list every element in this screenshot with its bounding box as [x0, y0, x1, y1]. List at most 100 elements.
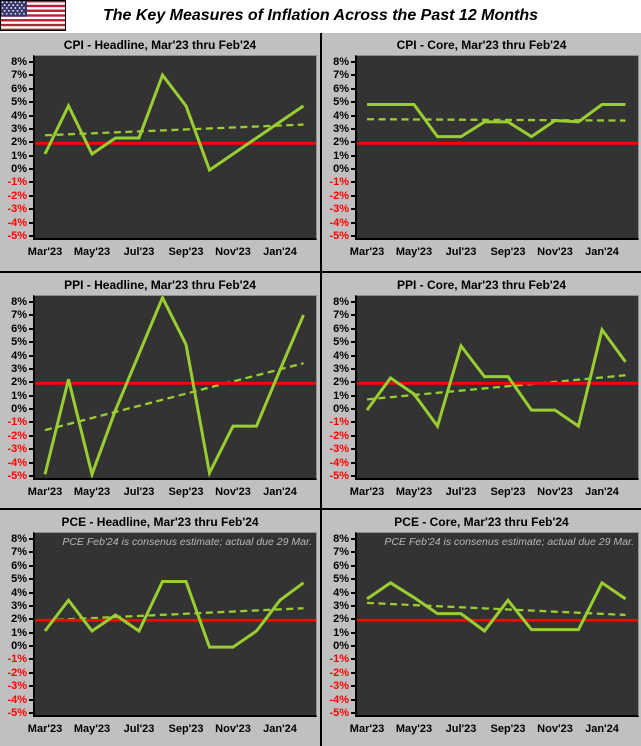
y-tick-label: 5% [333, 335, 355, 349]
chart-svg [35, 579, 316, 649]
x-tick-label: May'23 [395, 723, 433, 735]
series-line [43, 296, 305, 478]
x-tick-label: Jan'24 [585, 723, 619, 735]
y-tick-label: 7% [11, 68, 33, 82]
series-line [365, 326, 627, 430]
y-tick-label: 2% [333, 135, 355, 149]
chart-title: CPI - Core, Mar'23 thru Feb'24 [396, 38, 567, 52]
y-tick-label: 3% [11, 362, 33, 376]
y-tick-label: 3% [333, 122, 355, 136]
chart-panel-ppi-core: PPI - Core, Mar'23 thru Feb'24 8% 7% 6% 5% 4… [320, 271, 641, 508]
x-tick-label: May'23 [395, 246, 433, 258]
chart-panel-ppi-headline: PPI - Headline, Mar'23 thru Feb'24 8% 7% 6… [0, 271, 320, 508]
chart-body: 8% 7% 6% 5% 4% 3% 2% 1% 0% -1% -2% -3% -4% -5% PCE Fe… [322, 532, 641, 719]
trend-line [44, 607, 304, 622]
chart-body: 8% 7% 6% 5% 4% 3% 2% 1% 0% -1% -2% -3% -4% -5% [0, 295, 320, 482]
y-tick-label: -2% [7, 429, 33, 443]
y-tick-label: 1% [11, 626, 33, 640]
chart-svg [357, 326, 638, 430]
series-line [366, 580, 627, 634]
y-tick-label: 5% [11, 335, 33, 349]
y-axis: 8% 7% 6% 5% 4% 3% 2% 1% 0% -1% -2% -3% -4% -5% [322, 55, 355, 242]
x-tick-label: Nov'23 [215, 486, 251, 498]
y-tick-label: 5% [11, 95, 33, 109]
chart-body: 8% 7% 6% 5% 4% 3% 2% 1% 0% -1% -2% -3% -4% -5% PCE Fe… [0, 532, 320, 719]
y-tick-label: 3% [333, 362, 355, 376]
x-tick-label: Sep'23 [490, 723, 526, 735]
y-tick-label: -3% [329, 442, 355, 456]
page-header: The Key Measures of Inflation Across the… [0, 0, 641, 33]
y-tick-label: -5% [329, 229, 355, 243]
y-tick-label: 7% [11, 545, 33, 559]
y-tick-label: 5% [11, 572, 33, 586]
y-tick-label: 0% [11, 402, 33, 416]
y-tick-label: 6% [333, 322, 355, 336]
plot-area [33, 55, 317, 240]
x-axis: Mar'23 May'23 Jul'23 Sep'23 Nov'23 Jan'24 [350, 486, 638, 502]
x-tick-label: Mar'23 [349, 246, 385, 258]
trend-line [44, 362, 304, 432]
x-tick-label: Sep'23 [490, 246, 526, 258]
x-tick-label: May'23 [73, 486, 111, 498]
y-tick-label: 0% [11, 639, 33, 653]
y-tick-label: -4% [7, 216, 33, 230]
y-tick-label: -1% [329, 652, 355, 666]
us-flag-icon [0, 0, 66, 31]
y-tick-label: 8% [11, 55, 33, 69]
chart-body: 8% 7% 6% 5% 4% 3% 2% 1% 0% -1% -2% -3% -4% -5% [0, 55, 320, 243]
x-tick-label: Sep'23 [490, 486, 526, 498]
plot-area [355, 295, 639, 480]
x-tick-label: Nov'23 [537, 723, 573, 735]
chart-title: PCE - Headline, Mar'23 thru Feb'24 [61, 515, 259, 529]
y-tick-label: -4% [329, 216, 355, 230]
y-tick-label: -3% [329, 202, 355, 216]
x-tick-label: Nov'23 [537, 246, 573, 258]
x-tick-label: Nov'23 [215, 246, 251, 258]
y-tick-label: 8% [333, 55, 355, 69]
x-tick-label: Jul'23 [445, 723, 477, 735]
x-tick-label: Nov'23 [537, 486, 573, 498]
y-tick-label: 8% [11, 532, 33, 546]
plot-area: PCE Feb'24 is consenus estimate; actual … [355, 532, 639, 717]
y-tick-label: -4% [329, 456, 355, 470]
y-tick-label: 6% [11, 322, 33, 336]
x-axis: Mar'23 May'23 Jul'23 Sep'23 Nov'23 Jan'24 [28, 486, 316, 502]
y-tick-label: 3% [333, 599, 355, 613]
x-tick-label: Jan'24 [263, 486, 297, 498]
y-tick-label: 5% [333, 572, 355, 586]
y-tick-label: -2% [329, 429, 355, 443]
y-tick-label: -1% [7, 652, 33, 666]
chart-title: PCE - Core, Mar'23 thru Feb'24 [394, 515, 569, 529]
y-tick-label: -2% [7, 189, 33, 203]
y-tick-label: -4% [329, 693, 355, 707]
x-tick-label: Nov'23 [215, 723, 251, 735]
y-tick-label: -1% [7, 175, 33, 189]
y-tick-label: -5% [7, 229, 33, 243]
x-tick-label: Mar'23 [27, 486, 63, 498]
x-tick-label: Sep'23 [168, 486, 204, 498]
chart-svg [357, 102, 638, 145]
chart-panel-cpi-core: CPI - Core, Mar'23 thru Feb'24 8% 7% 6% 5% 4… [320, 33, 641, 271]
y-tick-label: 2% [333, 375, 355, 389]
chart-panel-cpi-headline: CPI - Headline, Mar'23 thru Feb'24 8% 7% 6… [0, 33, 320, 271]
series-line [43, 71, 305, 173]
y-tick-label: -2% [7, 666, 33, 680]
y-tick-label: 8% [11, 295, 33, 309]
y-tick-label: -1% [329, 175, 355, 189]
y-tick-label: 7% [333, 68, 355, 82]
chart-svg [357, 580, 638, 634]
series-line [43, 579, 305, 649]
chart-body: 8% 7% 6% 5% 4% 3% 2% 1% 0% -1% -2% -3% -4% -5% [322, 295, 641, 482]
y-axis: 8% 7% 6% 5% 4% 3% 2% 1% 0% -1% -2% -3% -4% -5% [0, 295, 33, 482]
chart-svg [35, 296, 316, 478]
y-axis: 8% 7% 6% 5% 4% 3% 2% 1% 0% -1% -2% -3% -4% -5% [322, 532, 355, 719]
x-tick-label: Sep'23 [168, 723, 204, 735]
y-tick-label: 1% [333, 149, 355, 163]
trend-line [44, 123, 304, 137]
y-tick-label: 8% [333, 532, 355, 546]
y-tick-label: 2% [11, 375, 33, 389]
x-tick-label: Sep'23 [168, 246, 204, 258]
y-axis: 8% 7% 6% 5% 4% 3% 2% 1% 0% -1% -2% -3% -4% -5% [0, 532, 33, 719]
x-tick-label: Jul'23 [445, 246, 477, 258]
